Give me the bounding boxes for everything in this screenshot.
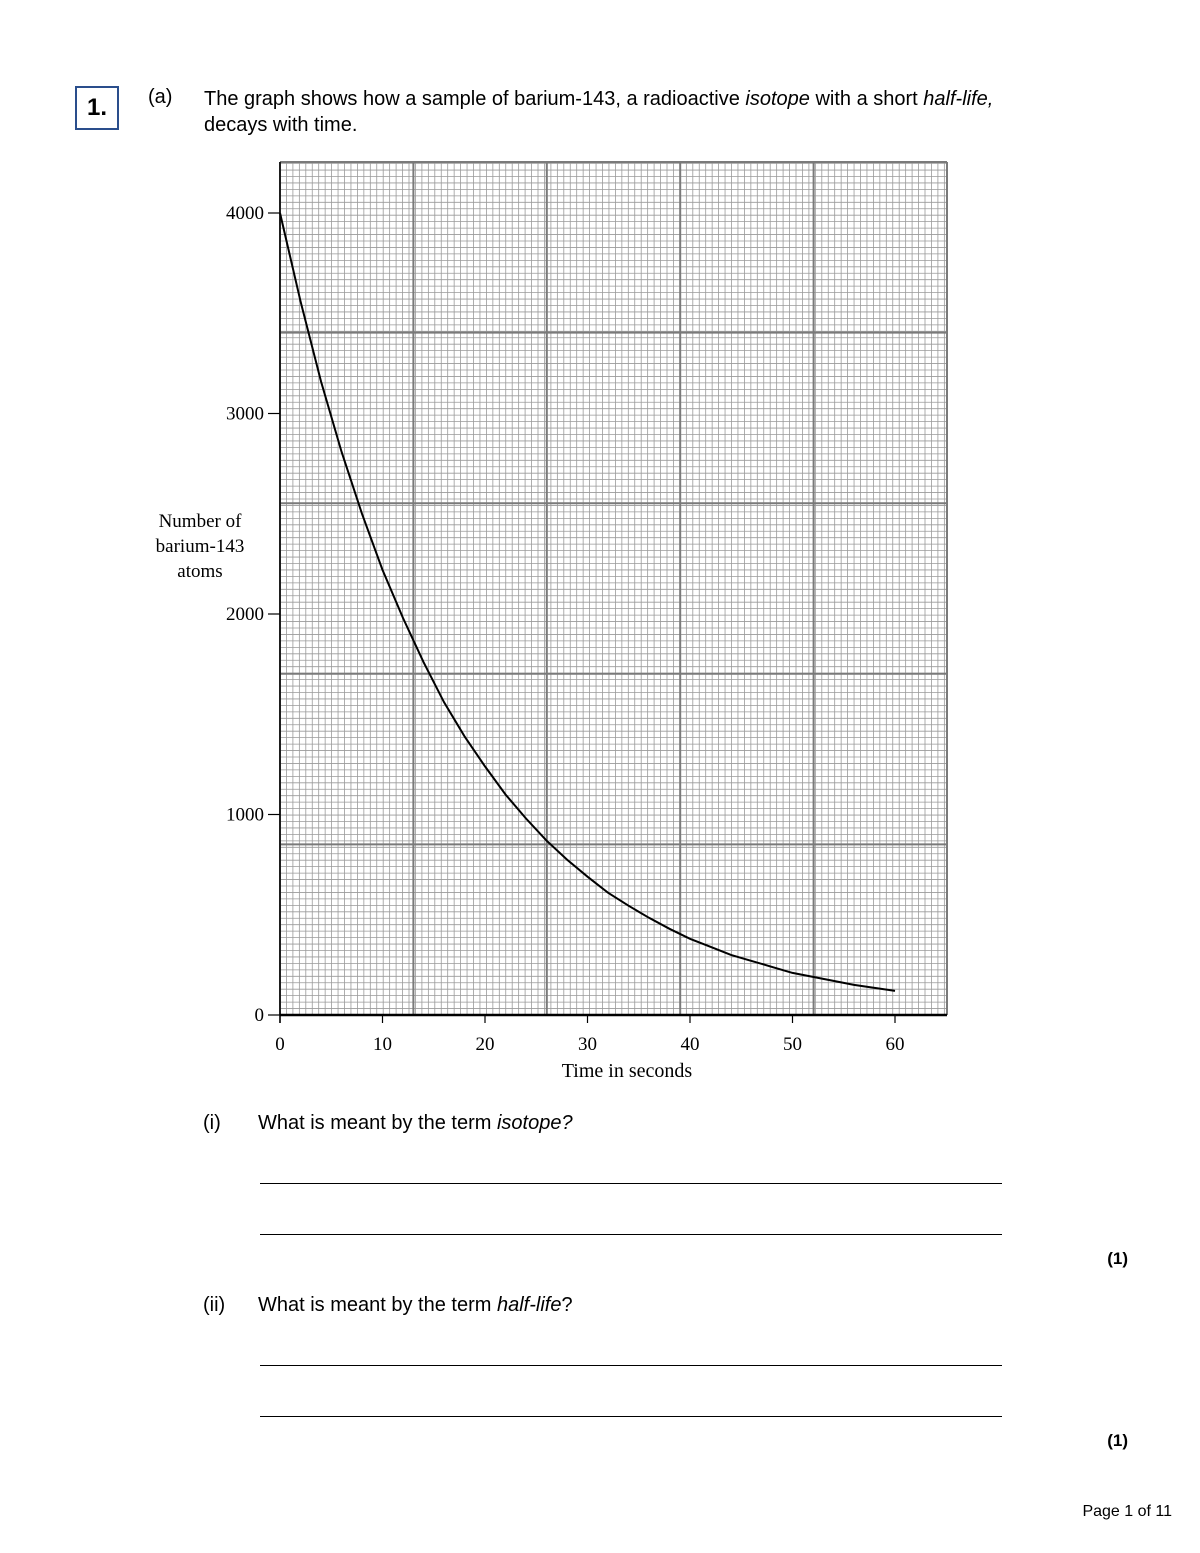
stem-term-isotope: isotope: [745, 88, 810, 110]
sub-question-ii-term: half-life: [496, 1294, 562, 1316]
y-tick-label: 2000: [226, 604, 264, 625]
sub-question-i-label: (i): [203, 1112, 221, 1134]
y-axis-label-line: barium-143: [156, 536, 245, 557]
stem-term-half-life: half-life,: [923, 88, 994, 110]
stem-text-2: with a short: [809, 88, 924, 110]
part-a-label: (a): [148, 86, 173, 108]
sub-question-ii-tail: ?: [561, 1294, 573, 1316]
marks-ii: (1): [1107, 1431, 1128, 1450]
x-tick-label: 60: [886, 1034, 905, 1055]
sub-question-ii-stem: What is meant by the term: [258, 1294, 497, 1316]
answer-line-ii-1[interactable]: [260, 1365, 1002, 1366]
decay-graph: 0 10 20 30 40 50 60 0 1000 2000 3000 4000 Time in s…: [156, 161, 948, 1082]
grid-major: [279, 161, 948, 1016]
y-tick-label: 3000: [226, 404, 264, 425]
stem-text-3: decays with time.: [204, 114, 358, 136]
x-tick-label: 20: [476, 1034, 495, 1055]
sub-question-i-term: isotope?: [496, 1112, 573, 1134]
y-tick-label: 1000: [226, 805, 264, 826]
stem-text-1: The graph shows how a sample of barium-1…: [204, 88, 746, 110]
tick-marks: [268, 212, 896, 1023]
question-number-box: 1.: [75, 86, 119, 130]
y-axis-label: Number of barium-143 atoms: [156, 511, 245, 582]
x-axis-label: Time in seconds: [562, 1060, 693, 1082]
answer-line-ii-2[interactable]: [260, 1416, 1002, 1417]
sub-question-ii-label: (ii): [203, 1294, 226, 1316]
x-tick-label: 40: [681, 1034, 700, 1055]
answer-line-i-1[interactable]: [260, 1183, 1002, 1184]
sub-question-i-text: What is meant by the term isotope?: [258, 1112, 573, 1135]
decay-curve: [279, 212, 896, 992]
grid-minor: [279, 162, 947, 1016]
answer-line-i-2[interactable]: [260, 1234, 1002, 1235]
y-tick-label: 4000: [226, 203, 264, 224]
sub-question-ii-text: What is meant by the term half-life?: [258, 1294, 573, 1317]
page-footer: Page 1 of 11: [1082, 1503, 1172, 1520]
sub-question-i-stem: What is meant by the term: [258, 1112, 497, 1134]
tick-labels: 0 10 20 30 40 50 60 0 1000 2000 3000 4000: [226, 203, 905, 1055]
x-tick-label: 30: [578, 1034, 597, 1055]
y-axis-label-line: Number of: [159, 511, 243, 532]
x-tick-label: 10: [373, 1034, 392, 1055]
axes: [279, 162, 947, 1023]
y-tick-label: 0: [255, 1005, 265, 1026]
x-tick-label: 50: [783, 1034, 802, 1055]
y-axis-label-line: atoms: [177, 561, 222, 582]
x-tick-label: 0: [275, 1034, 285, 1055]
question-stem: The graph shows how a sample of barium-1…: [204, 86, 1084, 138]
marks-i: (1): [1107, 1249, 1128, 1268]
